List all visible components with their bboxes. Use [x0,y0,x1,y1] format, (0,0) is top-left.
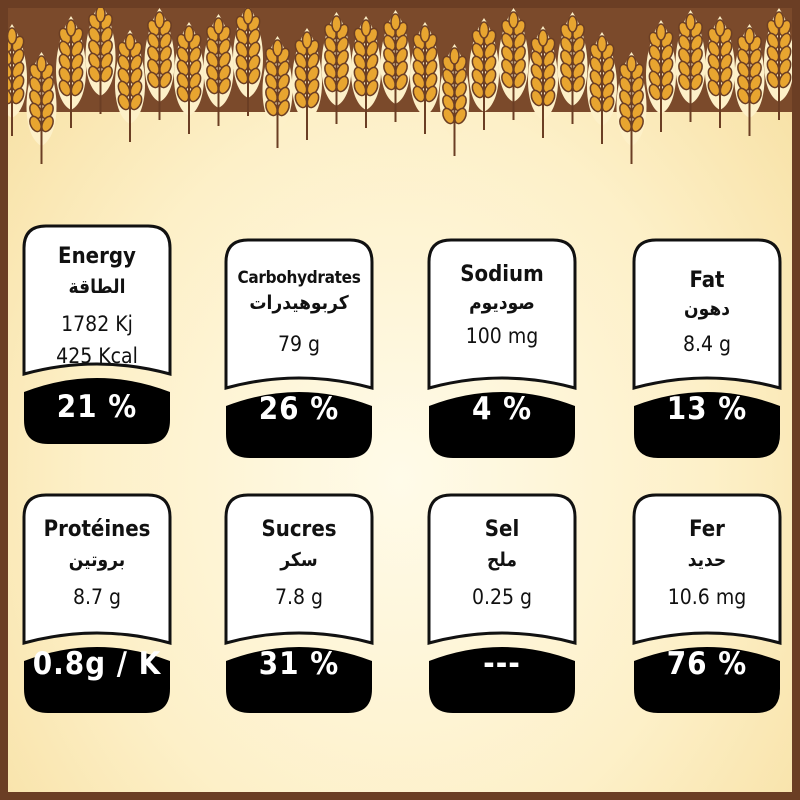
card-percent: 21 % [56,389,138,425]
wheat-stalk-icon [410,22,440,134]
card-title-arabic: ملح [487,549,517,571]
nutrient-card-proteines: Protéines بروتين 8.7 g 0.8g / K [22,493,172,715]
wheat-stalk-icon [321,12,352,124]
card-shape [22,493,172,713]
card-value: 79 g [277,332,321,356]
card-shape [632,238,782,458]
wheat-stalk-icon [262,36,293,148]
wheat-stalk-icon [764,8,794,120]
wheat-stalk-icon [351,16,381,128]
card-value: 0.25 g [471,585,533,609]
wheat-stalk-icon [469,18,499,130]
card-percent: 26 % [258,391,340,427]
wheat-stalk-icon [233,4,263,116]
nutrient-card-sodium: Sodium صوديوم 100 mg 4 % [427,238,577,460]
card-title: Fer [689,517,725,542]
card-value: 10.6 mg [667,585,747,609]
card-title: Fat [689,268,725,293]
wheat-stalk-icon [646,20,676,132]
card-title: Sel [484,517,520,542]
wheat-stalk-icon [144,8,175,120]
card-value: 100 mg [465,324,539,348]
nutrient-card-carbohydrates: Carbohydrates كربوهيدرات 79 g 26 % [224,238,374,460]
card-title: Sodium [460,262,544,287]
card-value: 1782 Kj [61,312,133,336]
card-title-arabic: صوديوم [469,292,535,314]
card-percent: 31 % [258,646,340,682]
card-title-arabic: حديد [687,549,727,571]
wheat-stalk-icon [734,24,765,136]
card-value: 7.8 g [274,585,324,609]
nutrient-card-sucres: Sucres سكر 7.8 g 31 % [224,493,374,715]
card-shape [224,238,374,458]
wheat-stalk-icon [616,52,647,164]
wheat-stalk-icon [528,26,558,138]
card-title-arabic: سكر [280,549,318,571]
card-title-arabic: كربوهيدرات [249,292,349,314]
card-title: Energy [58,244,136,269]
wheat-stalk-icon [587,32,617,144]
wheat-stalk-icon [174,22,204,134]
wheat-stalk-icon [705,16,735,128]
wheat-stalk-icon [115,30,145,142]
wheat-stalk-icon [292,28,322,140]
card-percent: --- [483,646,521,682]
card-title: Carbohydrates [237,268,361,288]
wheat-stalk-icon [675,10,706,122]
card-value: 8.7 g [72,585,122,609]
card-shape [427,493,577,713]
card-value-secondary: 425 Kcal [56,344,138,368]
nutrient-card-fat: Fat دهون 8.4 g 13 % [632,238,782,460]
wheat-border [0,2,794,164]
wheat-stalk-icon [439,44,470,156]
wheat-stalk-icon [380,10,411,122]
nutrient-card-sel: Sel ملح 0.25 g --- [427,493,577,715]
card-percent: 0.8g / K [32,646,162,682]
card-title-arabic: بروتين [68,549,126,571]
card-title-arabic: دهون [684,298,730,320]
wheat-stalk-icon [26,52,57,164]
wheat-stalk-icon [56,16,86,128]
card-percent: 4 % [471,391,533,427]
card-value: 8.4 g [682,332,732,356]
card-percent: 13 % [666,391,748,427]
card-shape [22,224,172,444]
wheat-stalk-icon [498,8,529,120]
card-title: Protéines [43,517,151,542]
card-title: Sucres [261,517,337,542]
card-title-arabic: الطاقة [68,276,126,298]
wheat-stalk-icon [85,2,116,114]
wheat-stalk-icon [203,14,234,126]
card-shape [632,493,782,713]
wheat-stalk-icon [557,12,588,124]
card-percent: 76 % [666,646,748,682]
nutrient-card-energy: Energy الطاقة 1782 Kj 425 Kcal 21 % [22,224,172,446]
card-shape [427,238,577,458]
card-shape [224,493,374,713]
wheat-stalk-icon [0,24,27,136]
nutrient-card-fer: Fer حديد 10.6 mg 76 % [632,493,782,715]
